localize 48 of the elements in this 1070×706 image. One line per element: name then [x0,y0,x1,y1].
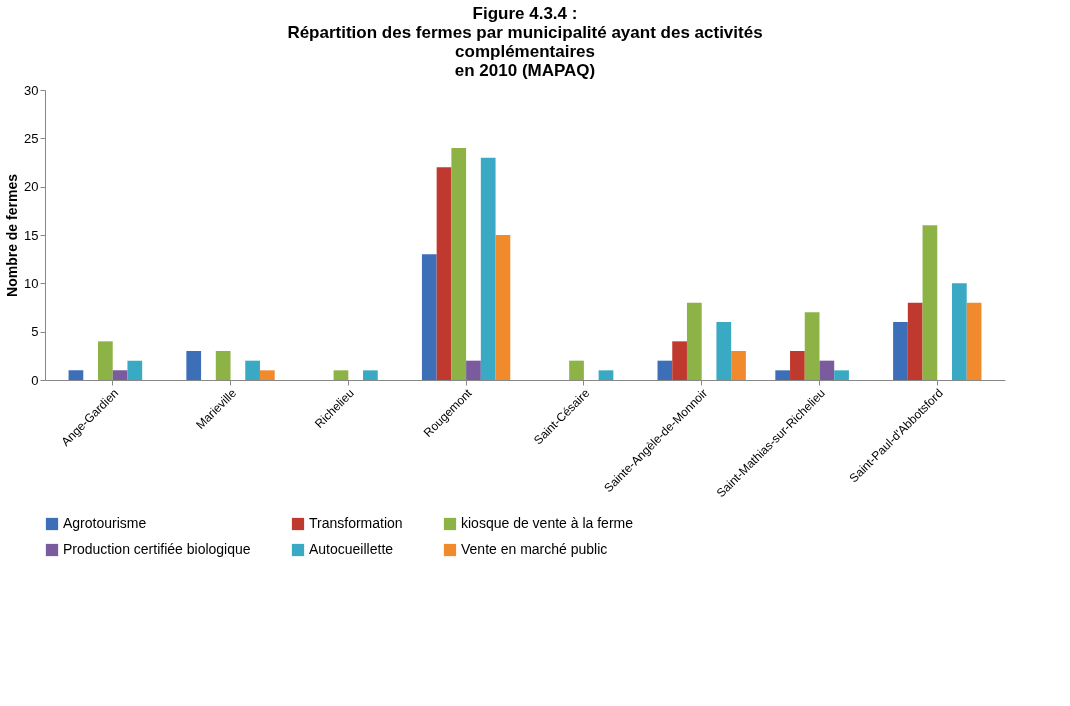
bar [657,360,673,380]
bar [731,351,746,380]
y-tick-label: 10 [24,275,39,291]
y-tick-label: 25 [24,130,39,146]
bar [966,302,982,380]
legend-label: Autocueillette [309,541,394,557]
bar [922,225,938,380]
legend-label: Vente en marché public [461,541,608,557]
y-tick-label: 0 [31,372,39,388]
y-tick-label: 20 [24,179,39,195]
bar [672,341,687,380]
bar [421,254,437,380]
legend-label: kiosque de vente à la ferme [461,515,634,531]
bar [951,283,967,380]
bar [495,235,511,380]
bar [834,370,849,380]
bar [569,360,584,380]
bar [245,360,260,380]
bar [68,370,84,380]
bar [215,351,231,380]
bar [775,370,791,380]
bar [98,341,113,380]
bar [819,360,835,380]
bar [436,167,452,380]
bar [333,370,349,380]
bar [466,360,481,380]
bar [686,302,702,380]
legend-label: Production certifiée biologique [63,541,251,557]
bar [790,351,805,380]
bar [480,157,496,380]
y-axis-title: Nombre de fermes [4,173,21,297]
y-tick-label: 5 [31,324,39,340]
bar [716,322,732,380]
legend-label: Transformation [309,515,403,531]
bar [127,360,143,380]
bar [186,351,202,380]
bar [259,370,275,380]
bar [893,322,908,380]
chart-title: Figure 4.3.4 : Répartition des fermes par municipalité ayant des activités complémentaires en 2010 (MAPAQ) [287,4,763,80]
y-tick-label: 15 [24,227,39,243]
bar [598,370,614,380]
bar [112,370,128,380]
bar [804,312,820,380]
bar [451,148,467,380]
y-tick-label: 30 [24,82,39,98]
bar [907,302,923,380]
bar [363,370,378,380]
legend-label: Agrotourisme [63,515,147,531]
